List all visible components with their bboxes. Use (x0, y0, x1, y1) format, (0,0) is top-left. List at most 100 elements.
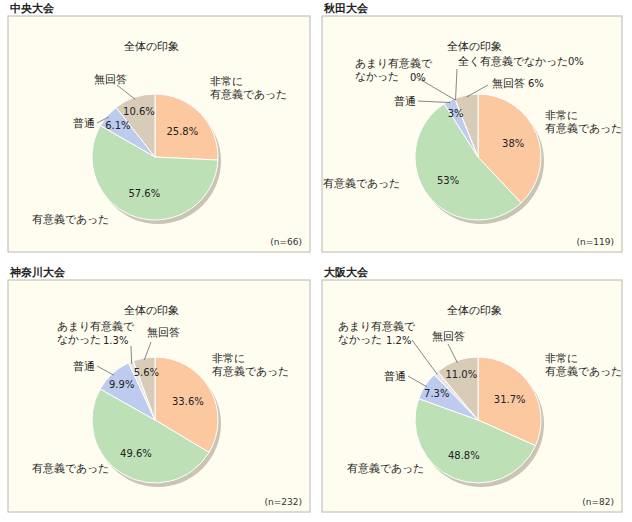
leader-line (467, 85, 488, 97)
category-label-line: なかった (355, 70, 399, 82)
category-label-line: 普通 (394, 95, 416, 107)
category-label: 有意義であった (32, 213, 109, 225)
category-label-line: 全く有意義でなかった (458, 55, 568, 67)
category-label: あまり有意義でなかった (57, 320, 135, 345)
labels: 非常に有意義であった33.6%有意義であった49.6%普通9.9%あまり有意義で… (32, 320, 290, 474)
subtitle: 全体の印象 (124, 304, 179, 317)
sample-size: (n=232) (265, 497, 302, 507)
category-label-line: 普通 (73, 360, 95, 372)
leader-line (144, 342, 151, 360)
value-label: 0% (568, 56, 584, 67)
subtitle: 全体の印象 (124, 40, 179, 53)
pie-slice (455, 94, 478, 157)
slices (415, 94, 541, 220)
category-label: あまり有意義でなかった (355, 57, 433, 82)
sample-size: (n=66) (270, 237, 302, 247)
category-label: 無回答 (492, 77, 525, 89)
category-label: 非常に有意義であった (545, 109, 622, 134)
value-label: 6% (528, 78, 544, 89)
panel-frame (322, 16, 622, 252)
leader-line (456, 69, 457, 100)
value-label: 7.3% (424, 388, 449, 399)
labels: 非常に有意義であった38%有意義であった53%普通3%あまり有意義でなかった0%… (323, 55, 622, 189)
category-label-line: 有意義であった (323, 177, 400, 189)
value-label: 3% (448, 108, 464, 119)
labels: 非常に有意義であった25.8%有意義であった57.6%普通6.1%無回答10.6… (32, 73, 288, 225)
value-label: 31.7% (494, 394, 526, 405)
leader-line (117, 85, 135, 99)
value-label: 33.6% (172, 396, 204, 407)
labels: 非常に有意義であった31.7%有意義であった48.8%普通7.3%あまり有意義で… (338, 320, 622, 474)
category-label-line: 非常に (212, 352, 245, 364)
panel-title: 中央大会 (10, 2, 55, 15)
value-label: 53% (437, 175, 459, 186)
category-label-line: 有意義であった (545, 365, 622, 377)
slices (415, 357, 541, 483)
category-label-line: 普通 (384, 370, 406, 382)
leader-line (408, 376, 427, 387)
category-label-line: 普通 (73, 117, 95, 129)
subtitle: 全体の印象 (447, 40, 502, 53)
category-label-line: 無回答 (432, 330, 465, 342)
subtitle: 全体の印象 (447, 304, 502, 317)
panel-title: 神奈川大会 (9, 266, 66, 279)
pie-panel: 中央大会全体の印象(n=66)非常に有意義であった25.8%有意義であった57.… (8, 2, 310, 252)
leader-line (448, 344, 457, 363)
value-label: 57.6% (128, 188, 160, 199)
category-label: あまり有意義でなかった (338, 320, 416, 345)
category-label: 有意義であった (323, 177, 400, 189)
category-label: 普通 (73, 117, 95, 129)
category-label: 全く有意義でなかった (458, 55, 568, 67)
category-label-line: 無回答 (147, 326, 180, 338)
slices (92, 357, 218, 483)
sample-size: (n=119) (577, 237, 614, 247)
leader-line (131, 346, 133, 364)
category-label: 普通 (394, 95, 416, 107)
pie-panel: 神奈川大会全体の印象(n=232)非常に有意義であった33.6%有意義であった4… (8, 266, 310, 512)
category-label-line: 有意義であった (545, 122, 622, 134)
category-label-line: あまり有意義で (57, 320, 135, 332)
panel-title: 秋田大会 (323, 2, 369, 15)
category-label-line: 有意義であった (32, 213, 109, 225)
value-label: 1.3% (103, 335, 128, 346)
panel-frame (8, 280, 310, 512)
category-label: 非常に有意義であった (210, 75, 287, 100)
pie-panel: 秋田大会全体の印象 (n=119) 非常に有意義であった 38% 有意義であった 53% 普… (322, 2, 622, 252)
value-label: 38% (502, 138, 524, 149)
panel-title: 大阪大会 (324, 266, 369, 279)
category-label-line: 有意義であった (32, 462, 109, 474)
value-label: 0% (410, 72, 426, 83)
category-label: 非常に有意義であった (212, 352, 289, 377)
category-label: 非常に有意義であった (545, 352, 622, 377)
category-label-line: 無回答 (492, 77, 525, 89)
category-label-line: 無回答 (94, 73, 127, 85)
value-label: 10.6% (123, 106, 155, 117)
category-label: 無回答 (432, 330, 465, 342)
leader-line (418, 101, 450, 103)
category-label-line: なかった (338, 333, 382, 345)
value-label: 48.8% (448, 450, 480, 461)
category-label: 有意義であった (32, 462, 109, 474)
category-label-line: 非常に (210, 75, 243, 87)
category-label-line: 有意義であった (347, 462, 424, 474)
category-label-line: なかった (57, 333, 101, 345)
chart-canvas: 中央大会全体の印象(n=66)非常に有意義であった25.8%有意義であった57.… (0, 0, 632, 522)
panel-frame (8, 16, 310, 252)
slices (92, 94, 218, 220)
category-label: 普通 (73, 360, 95, 372)
value-label: 49.6% (120, 448, 152, 459)
leader-line (412, 340, 437, 374)
category-label-line: 有意義であった (212, 365, 289, 377)
category-label-line: 非常に (545, 352, 578, 364)
category-label: 有意義であった (347, 462, 424, 474)
value-label: 9.9% (109, 379, 134, 390)
leader-line (97, 366, 114, 375)
category-label-line: 有意義であった (210, 88, 287, 100)
value-label: 1.2% (386, 335, 411, 346)
value-label: 25.8% (166, 126, 198, 137)
panel-frame (322, 280, 622, 512)
category-label-line: あまり有意義で (338, 320, 416, 332)
value-label: 5.6% (134, 367, 159, 378)
pie-slice (155, 94, 218, 160)
category-label: 無回答 (94, 73, 127, 85)
